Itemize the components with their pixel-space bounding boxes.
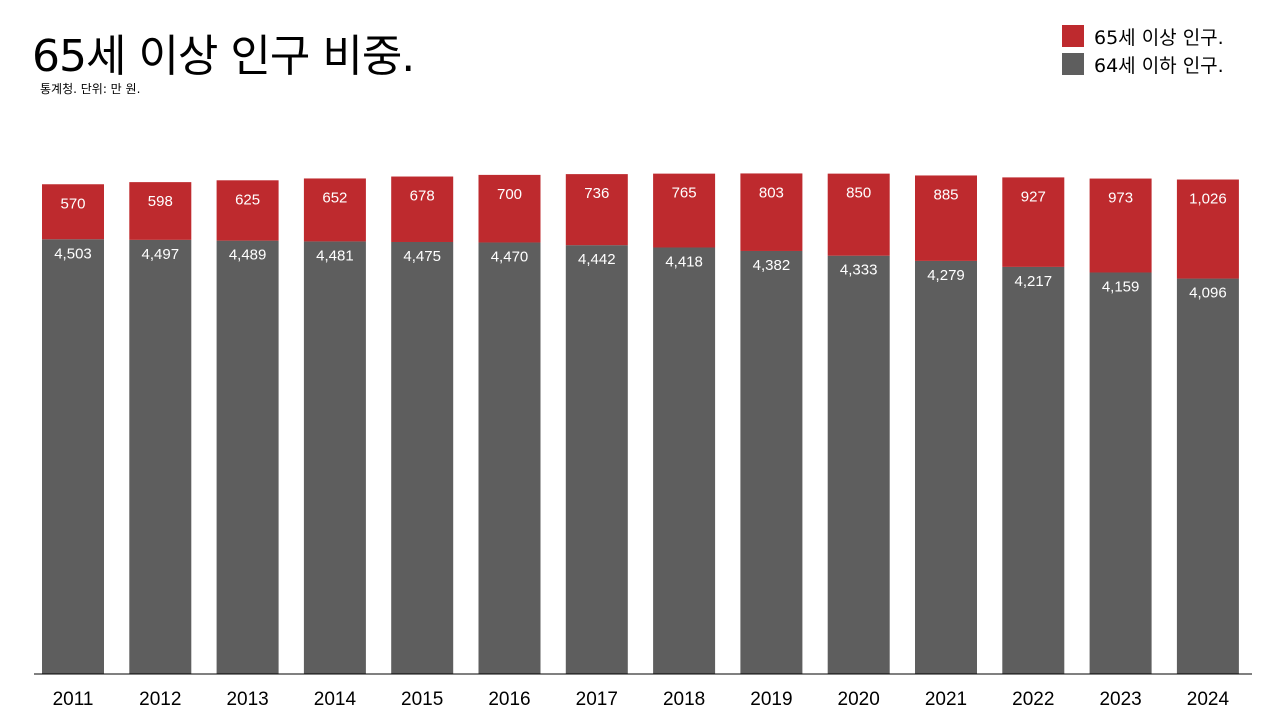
data-label-senior-2021: 885 [933, 186, 958, 203]
legend-swatch-senior [1062, 25, 1084, 47]
data-label-under65-2023: 4,159 [1102, 278, 1140, 295]
x-tick-label-2021: 2021 [925, 689, 967, 710]
data-label-senior-2015: 678 [410, 188, 435, 205]
bar-under65-2024 [1176, 278, 1239, 674]
bar-under65-2021 [915, 260, 977, 674]
data-label-senior-2011: 570 [60, 195, 85, 212]
bar-under65-2014 [303, 241, 366, 674]
data-label-under65-2016: 4,470 [491, 248, 529, 265]
data-label-senior-2020: 850 [846, 185, 871, 202]
bar-senior-2023 [1089, 178, 1152, 273]
x-tick-label-2023: 2023 [1099, 689, 1141, 710]
data-label-under65-2012: 4,497 [142, 246, 180, 263]
bar-under65-2018 [653, 247, 716, 675]
x-tick-label-2017: 2017 [576, 689, 618, 710]
data-label-senior-2016: 700 [497, 186, 522, 203]
data-label-under65-2019: 4,382 [753, 257, 791, 274]
bar-senior-2016 [478, 174, 541, 243]
bar-under65-2015 [391, 241, 454, 674]
legend-item-under65: 64세 이하 인구. [1062, 50, 1224, 78]
legend-swatch-under65 [1062, 53, 1084, 75]
data-label-senior-2019: 803 [759, 184, 784, 201]
bar-senior-2024 [1176, 179, 1239, 279]
data-label-senior-2013: 625 [235, 191, 260, 208]
bar-senior-2014 [303, 178, 366, 242]
legend-item-senior: 65세 이상 인구. [1062, 22, 1224, 50]
data-label-under65-2014: 4,481 [316, 247, 354, 264]
legend-label-under65: 64세 이하 인구. [1094, 54, 1224, 77]
x-tick-label-2022: 2022 [1012, 689, 1054, 710]
bar-senior-2011 [42, 184, 104, 240]
x-tick-label-2020: 2020 [838, 689, 880, 710]
bar-senior-2021 [915, 175, 977, 261]
data-label-senior-2014: 652 [322, 189, 347, 206]
bar-senior-2015 [391, 176, 454, 242]
data-label-under65-2018: 4,418 [665, 253, 703, 270]
bar-senior-2022 [1002, 177, 1065, 267]
bar-under65-2016 [478, 242, 541, 675]
x-tick-label-2013: 2013 [226, 689, 268, 710]
bar-under65-2013 [216, 240, 279, 674]
data-label-under65-2013: 4,489 [229, 247, 267, 264]
legend-label-senior: 65세 이상 인구. [1094, 26, 1224, 49]
data-label-under65-2011: 4,503 [54, 245, 92, 262]
data-label-under65-2015: 4,475 [403, 248, 441, 265]
data-label-senior-2024: 1,026 [1189, 191, 1227, 208]
x-tick-label-2016: 2016 [488, 689, 530, 710]
data-label-senior-2023: 973 [1108, 190, 1133, 207]
bar-under65-2023 [1089, 272, 1152, 674]
chart-subtitle: 통계청. 단위: 만 원. [40, 82, 141, 96]
data-label-under65-2017: 4,442 [578, 251, 616, 268]
data-label-under65-2024: 4,096 [1189, 285, 1227, 302]
bar-under65-2020 [827, 255, 890, 674]
data-label-senior-2022: 927 [1021, 188, 1046, 205]
x-tick-label-2011: 2011 [53, 689, 94, 710]
bar-senior-2018 [653, 173, 716, 248]
bar-under65-2011 [42, 239, 104, 674]
bar-under65-2019 [740, 250, 803, 674]
chart-title: 65세 이상 인구 비중. [32, 31, 415, 82]
data-label-under65-2020: 4,333 [840, 262, 878, 279]
data-label-senior-2017: 736 [584, 185, 609, 202]
bar-under65-2022 [1002, 266, 1065, 674]
bar-under65-2012 [129, 239, 192, 674]
data-label-senior-2018: 765 [672, 185, 697, 202]
data-label-under65-2022: 4,217 [1015, 273, 1053, 290]
x-tick-label-2019: 2019 [750, 689, 792, 710]
x-tick-label-2014: 2014 [314, 689, 357, 710]
data-label-under65-2021: 4,279 [927, 267, 965, 284]
bar-senior-2013 [216, 180, 279, 241]
bar-senior-2012 [129, 182, 192, 240]
x-tick-label-2012: 2012 [139, 689, 181, 710]
bar-senior-2020 [827, 173, 890, 256]
bar-senior-2019 [740, 173, 803, 251]
x-tick-label-2015: 2015 [401, 689, 443, 710]
bar-senior-2017 [565, 174, 628, 246]
x-tick-label-2018: 2018 [663, 689, 705, 710]
legend: 65세 이상 인구. 64세 이하 인구. [1062, 22, 1224, 78]
x-tick-label-2024: 2024 [1187, 689, 1230, 710]
data-label-senior-2012: 598 [148, 193, 173, 210]
bar-under65-2017 [565, 245, 628, 675]
